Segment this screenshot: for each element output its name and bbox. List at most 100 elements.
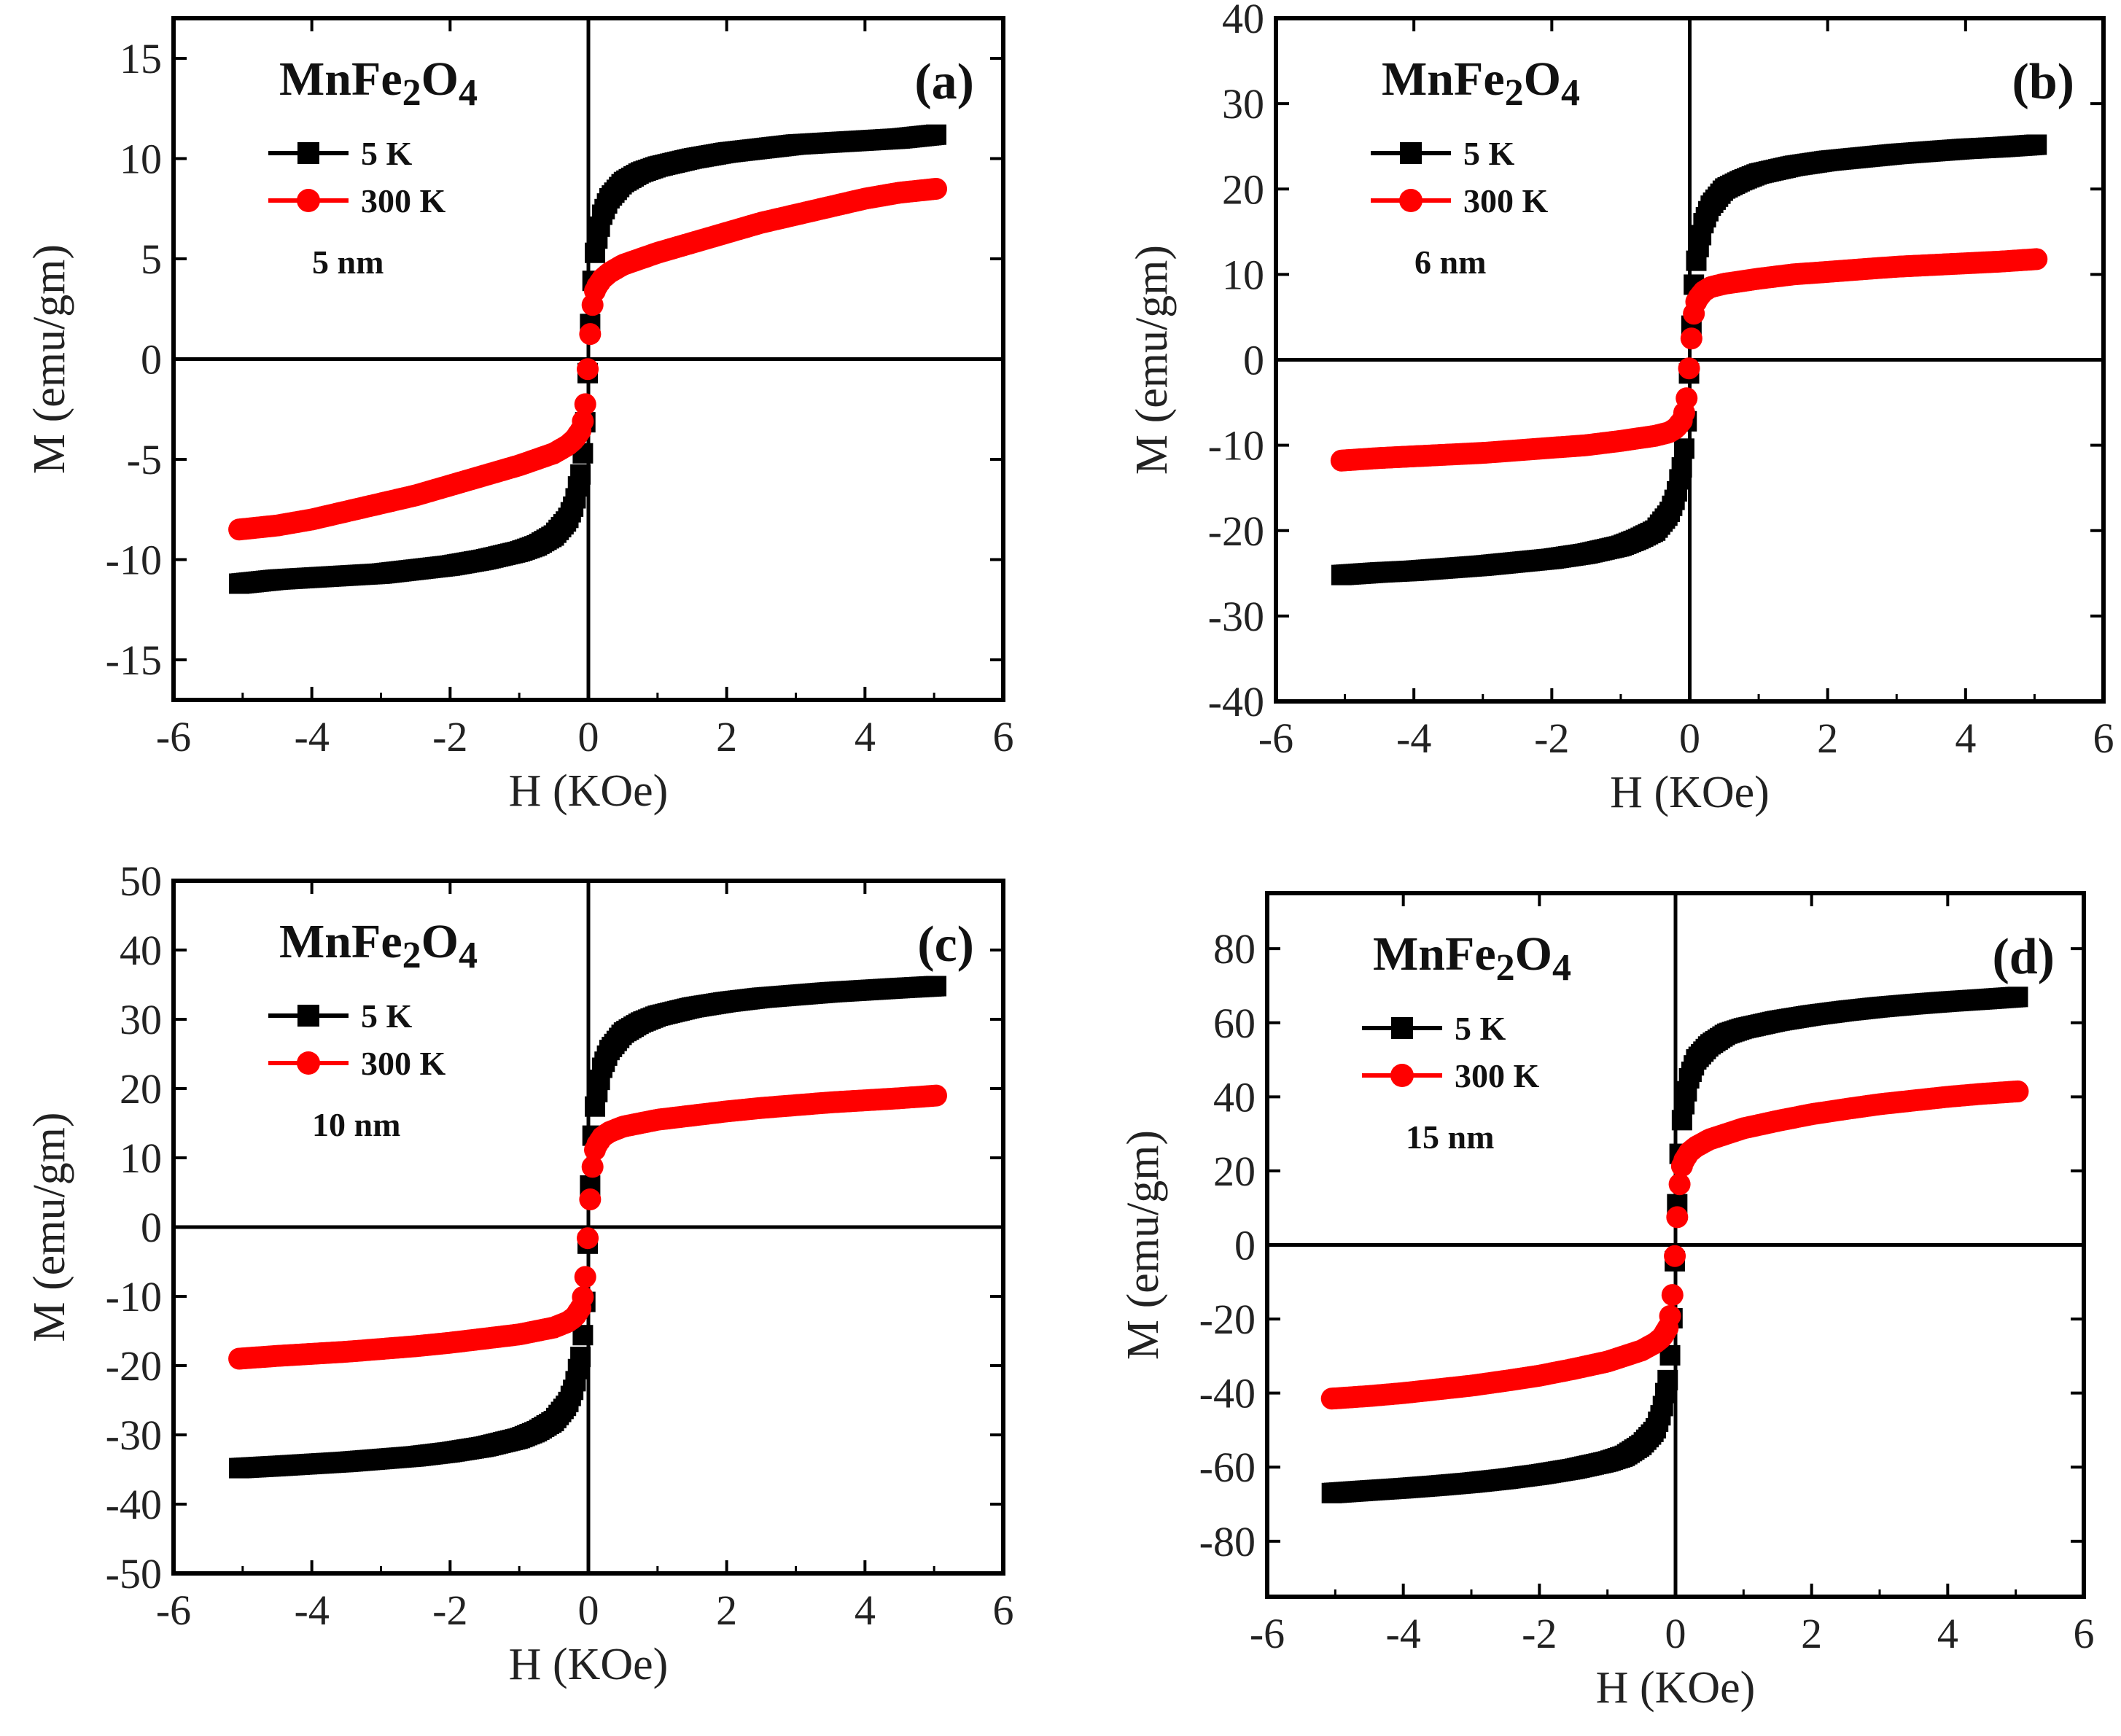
x-axis-title: H (KOe): [509, 766, 669, 816]
panel-label: (a): [914, 54, 974, 110]
y-tick-label: 5: [141, 236, 162, 283]
series-300k: [1330, 248, 2048, 472]
series-300k: [228, 1084, 948, 1370]
x-tick-label: 6: [993, 713, 1014, 760]
data-point: [1673, 438, 1694, 459]
formula-part: MnFe: [1373, 927, 1496, 981]
y-tick-label: 40: [1222, 0, 1264, 42]
y-tick-label: -10: [106, 537, 162, 584]
data-point: [2025, 248, 2048, 270]
y-axis-title: M (emu/gm): [1118, 1130, 1168, 1360]
y-tick-label: -20: [1199, 1296, 1256, 1343]
x-axis-title: H (KOe): [1596, 1663, 1756, 1713]
y-axis-title: M (emu/gm): [25, 1112, 74, 1342]
y-axis-title: M (emu/gm): [1127, 245, 1177, 475]
x-tick-label: -2: [432, 713, 467, 760]
data-point: [570, 464, 591, 485]
subscript: 2: [1505, 72, 1524, 114]
y-tick-label: -5: [127, 436, 162, 483]
y-tick-label: 40: [1213, 1073, 1256, 1121]
legend-marker-circle: [1399, 189, 1423, 212]
data-point: [579, 1188, 602, 1210]
data-point: [570, 1347, 591, 1368]
x-axis-title: H (KOe): [509, 1640, 669, 1689]
data-point: [577, 1227, 599, 1250]
data-point: [1657, 1369, 1678, 1390]
data-point: [1666, 1206, 1689, 1229]
y-tick-label: 20: [1222, 166, 1264, 213]
y-tick-label: 60: [1213, 1000, 1256, 1047]
panel-label: (d): [1992, 929, 2055, 985]
subscript: 4: [459, 72, 478, 114]
compound-title: MnFe2O4: [1373, 927, 1571, 989]
y-tick-label: 20: [120, 1065, 162, 1113]
x-tick-label: -2: [432, 1587, 467, 1634]
legend-marker-circle: [297, 1051, 320, 1075]
data-point: [1676, 387, 1698, 410]
subscript: 4: [1561, 72, 1580, 114]
data-point: [926, 976, 947, 997]
y-tick-label: -20: [1208, 507, 1264, 555]
series-300k: [1320, 1080, 2029, 1410]
data-point: [1671, 457, 1692, 478]
x-tick-label: 2: [716, 713, 737, 760]
series-300k: [228, 177, 948, 541]
data-point: [572, 1285, 594, 1308]
y-tick-label: 0: [141, 1204, 162, 1251]
particle-size-label: 6 nm: [1414, 244, 1486, 281]
series-5k: [229, 124, 947, 594]
subscript: 2: [1496, 947, 1515, 989]
y-tick-label: 15: [120, 35, 162, 82]
formula-part: O: [421, 52, 459, 106]
y-tick-label: -60: [1199, 1444, 1256, 1491]
particle-size-label: 5 nm: [312, 244, 384, 281]
x-tick-label: 0: [578, 713, 599, 760]
x-tick-label: 6: [993, 1587, 1014, 1634]
y-tick-label: 40: [120, 927, 162, 974]
y-tick-label: 50: [120, 857, 162, 905]
formula-part: O: [1515, 927, 1552, 981]
data-point: [1680, 327, 1702, 350]
data-point: [2007, 1080, 2029, 1102]
y-tick-label: 30: [1222, 80, 1264, 128]
data-point: [572, 410, 594, 432]
y-tick-label: -30: [106, 1412, 162, 1459]
x-tick-label: -4: [295, 713, 330, 760]
panel-label: (c): [917, 916, 974, 973]
x-tick-label: -4: [295, 1587, 330, 1634]
y-axis-title: M (emu/gm): [25, 244, 74, 474]
y-tick-label: 0: [141, 336, 162, 384]
x-tick-label: 0: [1679, 715, 1700, 762]
x-tick-label: 6: [2074, 1610, 2095, 1657]
y-tick-label: -20: [106, 1342, 162, 1390]
legend-marker-circle: [1390, 1064, 1414, 1087]
formula-part: MnFe: [279, 52, 402, 106]
y-tick-label: 0: [1234, 1222, 1256, 1269]
subscript: 4: [459, 935, 478, 976]
y-tick-label: 10: [1222, 251, 1264, 298]
x-tick-label: 0: [1665, 1610, 1686, 1657]
x-tick-label: 4: [855, 713, 876, 760]
x-tick-label: 4: [855, 1587, 876, 1634]
series-5k: [229, 976, 947, 1479]
data-point: [579, 323, 602, 346]
y-tick-label: -10: [106, 1273, 162, 1320]
subscript: 2: [402, 935, 421, 976]
data-point: [1664, 1245, 1686, 1267]
x-tick-label: 2: [1801, 1610, 1822, 1657]
x-tick-label: -6: [156, 713, 191, 760]
legend-label: 300 K: [1463, 182, 1549, 219]
y-tick-label: -10: [1208, 422, 1264, 470]
y-tick-label: 10: [120, 136, 162, 183]
legend-label: 300 K: [361, 1045, 446, 1082]
data-point: [577, 358, 599, 381]
x-tick-label: 2: [716, 1587, 737, 1634]
legend-marker-circle: [297, 189, 320, 212]
particle-size-label: 15 nm: [1406, 1118, 1494, 1156]
data-point: [1678, 357, 1700, 380]
y-tick-label: -80: [1199, 1518, 1256, 1565]
subscript: 4: [1552, 947, 1571, 989]
